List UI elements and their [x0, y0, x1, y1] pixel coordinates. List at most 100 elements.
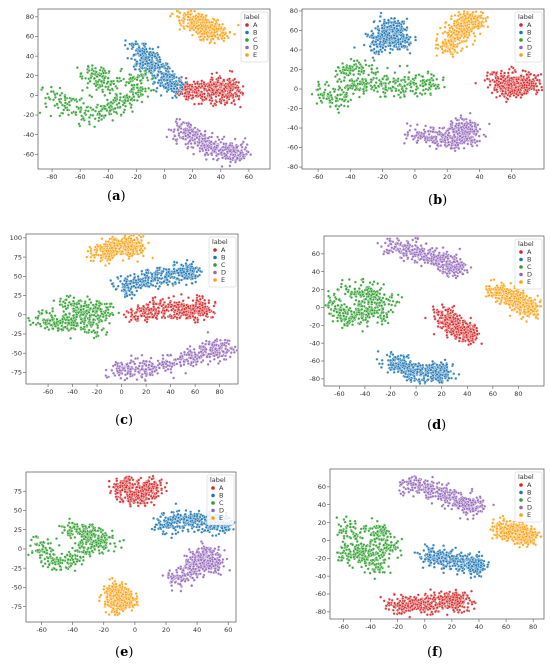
- scatter-point: [146, 280, 150, 285]
- scatter-point: [376, 84, 381, 88]
- scatter-point: [135, 75, 140, 79]
- scatter-point: [139, 86, 143, 90]
- scatter-point: [449, 119, 453, 123]
- legend-label-B: B: [253, 29, 257, 37]
- legend-marker-E: [519, 53, 523, 57]
- scatter-point: [378, 40, 382, 44]
- scatter-point: [367, 64, 371, 68]
- scatter-point: [224, 153, 228, 157]
- scatter-point: [165, 308, 169, 312]
- scatter-point: [149, 311, 153, 315]
- scatter-point: [116, 284, 120, 288]
- scatter-point: [374, 71, 378, 75]
- scatter-point: [149, 60, 153, 64]
- scatter-point: [115, 93, 119, 97]
- scatter-point: [367, 73, 371, 77]
- scatter-point: [146, 276, 150, 280]
- scatter-point: [153, 277, 157, 281]
- scatter-point: [111, 118, 115, 122]
- scatter-point: [376, 24, 380, 29]
- scatter-point: [501, 84, 505, 88]
- scatter-point: [464, 16, 468, 20]
- scatter-point: [381, 46, 385, 50]
- scatter-point: [195, 136, 199, 140]
- scatter-point: [100, 117, 104, 122]
- scatter-point: [441, 51, 445, 55]
- scatter-point: [510, 71, 515, 75]
- scatter-point: [352, 59, 356, 63]
- scatter-point: [118, 279, 122, 283]
- scatter-point: [169, 305, 173, 309]
- scatter-point: [228, 90, 232, 94]
- scatter-point: [153, 64, 157, 68]
- scatter-point: [88, 79, 92, 83]
- scatter-point: [398, 64, 402, 68]
- scatter-point: [399, 30, 403, 34]
- scatter-point: [162, 300, 167, 304]
- scatter-point: [436, 43, 440, 47]
- scatter-point: [540, 85, 544, 89]
- scatter-point: [63, 106, 68, 110]
- scatter-point: [507, 67, 511, 71]
- scatter-point: [154, 302, 158, 306]
- scatter-point: [201, 305, 205, 309]
- scatter-point: [390, 89, 394, 93]
- scatter-point: [387, 37, 392, 41]
- scatter-point: [334, 99, 338, 103]
- scatter-point: [323, 82, 327, 87]
- scatter-point: [472, 16, 476, 20]
- scatter-point: [151, 308, 156, 312]
- scatter-point: [118, 95, 122, 100]
- scatter-point: [212, 18, 216, 22]
- scatter-point: [177, 133, 181, 137]
- scatter-point: [159, 298, 163, 303]
- scatter-point: [471, 42, 475, 47]
- scatter-point: [156, 306, 160, 310]
- scatter-point: [188, 139, 192, 143]
- scatter-point: [516, 88, 520, 92]
- scatter-point: [94, 70, 98, 74]
- scatter-point: [475, 143, 479, 148]
- scatter-point: [122, 313, 126, 317]
- scatter-point: [507, 78, 512, 82]
- scatter-point: [123, 276, 127, 281]
- scatter-point: [402, 44, 406, 48]
- scatter-point: [523, 69, 527, 73]
- scatter-point: [348, 66, 352, 70]
- scatter-point: [503, 71, 507, 75]
- scatter-point: [168, 14, 172, 18]
- scatter-point: [200, 13, 204, 17]
- scatter-point: [453, 149, 457, 153]
- scatter-point: [222, 39, 226, 43]
- scatter-point: [436, 85, 440, 89]
- scatter-point: [364, 82, 368, 86]
- scatter-point: [106, 87, 110, 91]
- scatter-point: [381, 77, 385, 81]
- scatter-point: [332, 90, 336, 94]
- scatter-point: [452, 42, 456, 47]
- scatter-point: [216, 152, 220, 156]
- x-tick-label: -60: [313, 173, 324, 181]
- scatter-point: [327, 84, 331, 88]
- scatter-point: [202, 32, 206, 36]
- scatter-point: [520, 93, 524, 97]
- y-tick-label: -20: [287, 105, 298, 113]
- scatter-point: [122, 77, 126, 81]
- scatter-point: [94, 84, 98, 88]
- cluster-D: [402, 111, 491, 153]
- scatter-point: [152, 74, 156, 78]
- scatter-point: [339, 71, 344, 75]
- scatter-point: [197, 84, 201, 89]
- scatter-point: [414, 133, 418, 138]
- scatter-point: [87, 122, 92, 126]
- legend-label-B: B: [527, 29, 531, 37]
- scatter-point: [453, 36, 457, 41]
- scatter-point: [192, 80, 196, 84]
- scatter-point: [151, 283, 155, 287]
- scatter-point: [146, 95, 150, 99]
- scatter-point: [232, 99, 236, 103]
- scatter-point: [427, 132, 431, 136]
- scatter-point: [370, 40, 374, 44]
- scatter-point: [194, 30, 198, 34]
- scatter-point: [80, 76, 84, 81]
